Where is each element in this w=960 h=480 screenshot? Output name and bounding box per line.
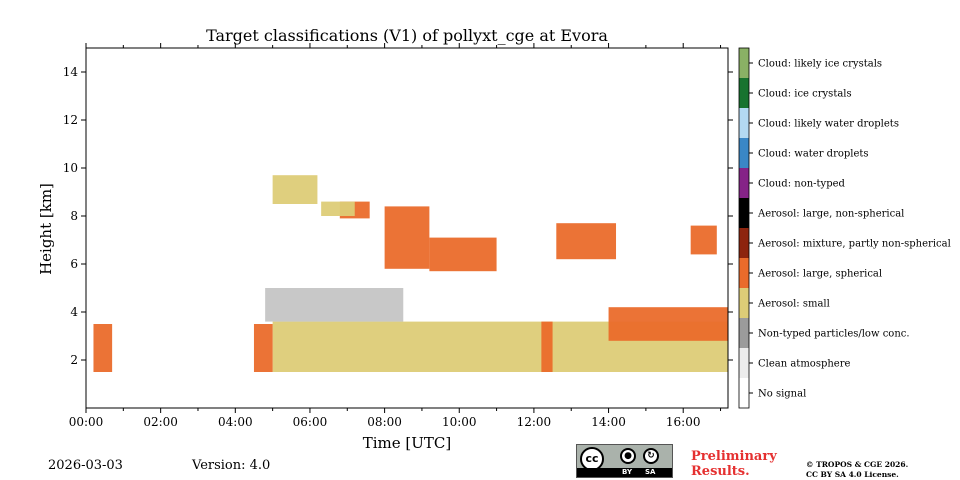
colorbar-label: Aerosol: large, spherical xyxy=(757,269,882,280)
colorbar-segment xyxy=(739,378,749,408)
x-tick-label: 12:00 xyxy=(517,415,552,429)
date-label: 2026-03-03 xyxy=(48,458,123,473)
heatmap-region xyxy=(429,237,497,272)
x-tick-label: 14:00 xyxy=(591,415,626,429)
person-icon: ● xyxy=(620,448,636,464)
colorbar-segment xyxy=(739,288,749,318)
colorbar-segment xyxy=(739,228,749,258)
heatmap-region xyxy=(272,175,318,204)
colorbar-label: Aerosol: small xyxy=(757,299,830,310)
x-tick-label: 10:00 xyxy=(442,415,477,429)
colorbar-label: Cloud: likely water droplets xyxy=(758,119,899,130)
x-tick-label: 00:00 xyxy=(69,415,104,429)
heatmap-region xyxy=(690,225,717,255)
colorbar-label: Aerosol: large, non-spherical xyxy=(757,209,904,220)
y-tick-label: 10 xyxy=(63,161,78,175)
heatmap-region xyxy=(253,324,273,372)
preliminary-results-label: Preliminary Results. xyxy=(691,449,777,479)
colorbar-segment xyxy=(739,348,749,378)
y-tick-label: 14 xyxy=(63,65,79,79)
x-tick-label: 02:00 xyxy=(143,415,178,429)
heatmap-region xyxy=(608,307,728,341)
colorbar-label: Non-typed particles/low conc. xyxy=(758,329,910,340)
x-tick-label: 16:00 xyxy=(666,415,701,429)
x-tick-label: 04:00 xyxy=(218,415,253,429)
x-axis-label: Time [UTC] xyxy=(362,434,452,452)
heatmap-region xyxy=(93,324,113,372)
colorbar-label: No signal xyxy=(758,389,806,400)
colorbar-segment xyxy=(739,198,749,228)
heatmap-region xyxy=(556,223,617,260)
share-alike-icon: ↻ xyxy=(643,448,659,464)
heatmap-region xyxy=(321,201,355,216)
colorbar-label: Cloud: ice crystals xyxy=(758,89,852,100)
heatmap-region xyxy=(265,288,404,322)
colorbar-segment xyxy=(739,138,749,168)
heatmap-layer xyxy=(93,175,728,372)
colorbar-label: Cloud: non-typed xyxy=(758,179,846,190)
colorbar-label: Clean atmosphere xyxy=(758,359,851,370)
heatmap-region xyxy=(541,321,553,372)
chart-title: Target classifications (V1) of pollyxt_c… xyxy=(206,26,608,45)
x-tick-label: 08:00 xyxy=(367,415,402,429)
colorbar-segment xyxy=(739,108,749,138)
cc-license-badge: cc ● ↻ BY SA xyxy=(576,444,673,478)
y-tick-label: 4 xyxy=(70,305,78,319)
copyright-line-1: © TROPOS & CGE 2026. xyxy=(806,460,909,469)
y-tick-label: 6 xyxy=(70,257,78,271)
license-strip: BY SA xyxy=(577,468,672,477)
plot-frame xyxy=(85,47,729,409)
colorbar-segment xyxy=(739,258,749,288)
colorbar: Cloud: likely ice crystals Cloud: ice cry… xyxy=(738,47,951,409)
y-tick-label: 12 xyxy=(63,113,78,127)
y-tick-label: 2 xyxy=(70,353,78,367)
y-axis-label: Height [km] xyxy=(37,183,55,275)
sa-label: SA xyxy=(645,468,656,476)
colorbar-segment xyxy=(739,168,749,198)
version-label: Version: 4.0 xyxy=(192,458,271,473)
colorbar-segment xyxy=(739,78,749,108)
copyright-notice: © TROPOS & CGE 2026. CC BY SA 4.0 Licens… xyxy=(806,460,908,480)
colorbar-segment xyxy=(739,48,749,78)
copyright-line-2: CC BY SA 4.0 License. xyxy=(806,470,899,479)
colorbar-label: Aerosol: mixture, partly non-spherical xyxy=(757,239,951,250)
colorbar-segment xyxy=(739,318,749,348)
x-tick-label: 06:00 xyxy=(293,415,328,429)
colorbar-frame xyxy=(738,47,750,409)
by-label: BY xyxy=(622,468,633,476)
heatmap-region xyxy=(384,206,430,269)
colorbar-label: Cloud: water droplets xyxy=(758,149,869,160)
axes-layer: 00:00 02:00 04:00 06:00 08:00 10:00 12:00 14:00… xyxy=(63,43,733,429)
colorbar-label: Cloud: likely ice crystals xyxy=(758,59,882,70)
y-tick-label: 8 xyxy=(70,209,78,223)
